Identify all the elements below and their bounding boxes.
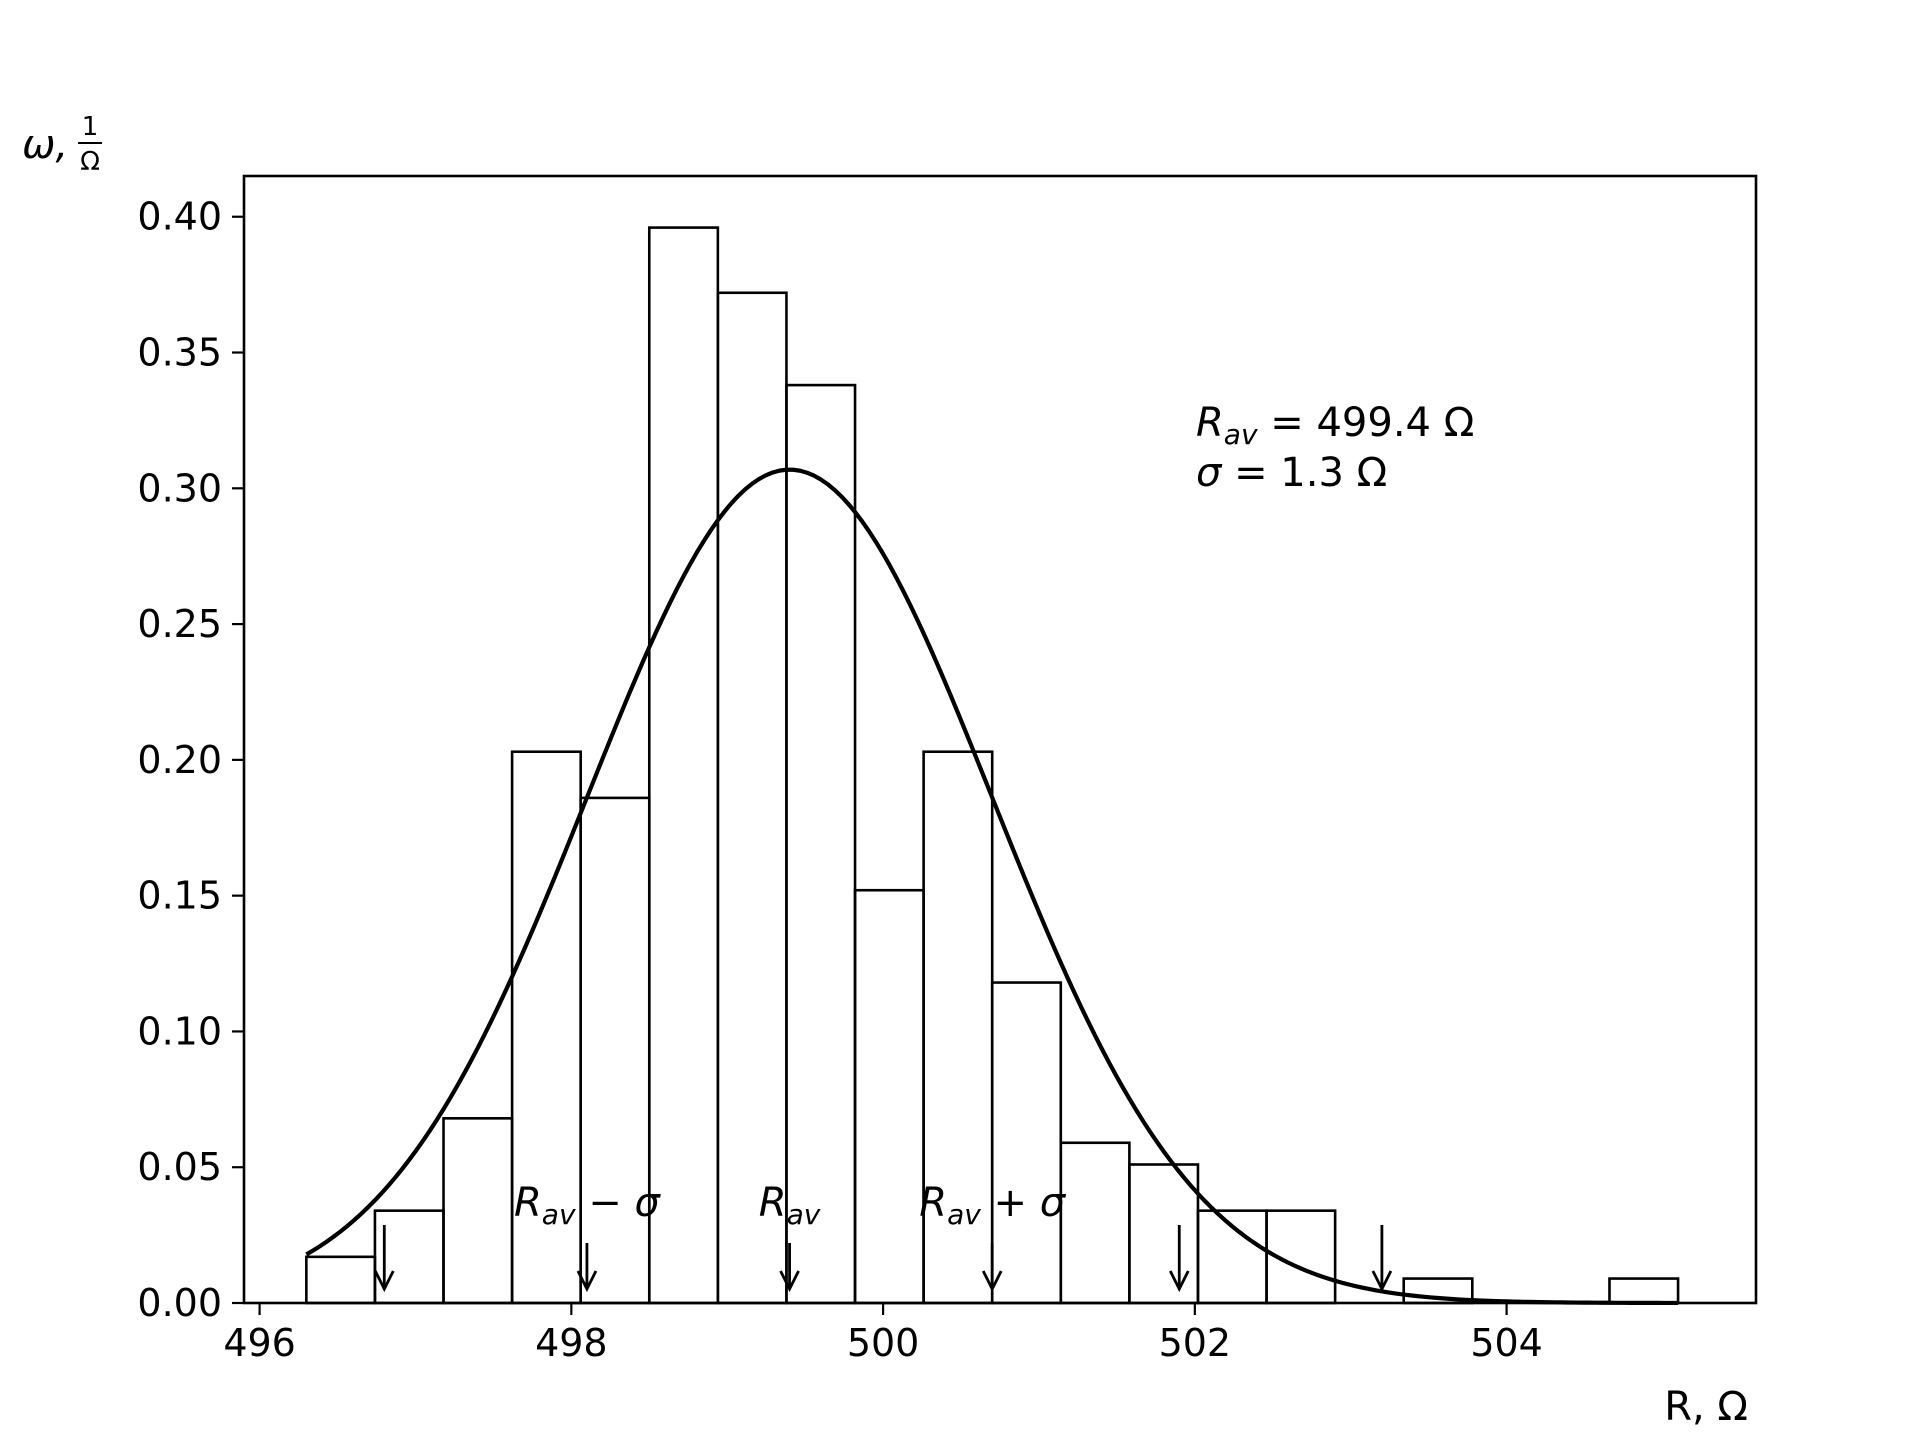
sigma-annotation: σ = 1.3 Ω	[1196, 450, 1387, 496]
marker-arrow-head	[981, 1270, 1003, 1293]
histogram-bar	[1059, 1141, 1131, 1305]
marker-label-symbol: R	[514, 1180, 542, 1226]
histogram-bar	[1128, 1163, 1200, 1305]
x-tick-label: 496	[223, 1321, 296, 1365]
sigma-markers: Rav − σ Rav Rav + σ	[374, 1180, 1393, 1293]
marker-label-subscript: av	[542, 1198, 576, 1231]
marker-arrow-head	[779, 1270, 800, 1293]
y-axis-label: ω, 1 Ω	[22, 112, 102, 177]
marker-label: Rav	[759, 1180, 821, 1231]
histogram-bar	[1608, 1277, 1680, 1305]
y-tick-label: 0.00	[137, 1281, 222, 1325]
mean-annotation-symbol: R	[1196, 400, 1224, 446]
histogram-bar	[442, 1117, 514, 1305]
normal-fit-curve	[305, 467, 1679, 1306]
x-tick-label: 500	[847, 1321, 920, 1365]
stats-annotation: Rav = 499.4 Ω σ = 1.3 Ω	[1196, 400, 1474, 496]
marker-label-symbol: R	[759, 1180, 787, 1226]
sigma-annotation-symbol: σ	[1196, 450, 1223, 496]
y-tick-label: 0.15	[137, 874, 222, 918]
histogram-bar	[647, 226, 720, 1305]
histogram-bar	[579, 796, 651, 1305]
marker-label-tail: + σ	[981, 1180, 1067, 1226]
y-axis-label-numerator: 1	[82, 112, 99, 142]
plot-frame	[242, 174, 1758, 1305]
y-tick-label: 0.40	[137, 195, 222, 239]
marker-arrow-head	[1169, 1270, 1190, 1293]
y-tick-label: 0.35	[137, 331, 222, 375]
y-axis-label-main: ω,	[22, 122, 68, 168]
mean-annotation: Rav = 499.4 Ω	[1196, 400, 1474, 451]
marker-label: Rav + σ	[919, 1180, 1066, 1231]
histogram-bar	[1265, 1209, 1337, 1305]
marker-arrow-head	[374, 1270, 395, 1293]
normal-fit-line	[305, 467, 1679, 1306]
histogram-bar	[305, 1255, 377, 1305]
histogram-bar	[1402, 1277, 1474, 1305]
histogram-bar	[853, 888, 925, 1305]
marker-label-symbol: R	[919, 1180, 947, 1226]
axes: 496 498 500 502 504 0.00 0.05 0.10 0.15 0.20 0.25 0…	[137, 174, 1758, 1365]
y-tick-label: 0.05	[137, 1145, 222, 1189]
mean-annotation-value: = 499.4 Ω	[1258, 400, 1475, 446]
y-tick-label: 0.25	[137, 602, 222, 646]
x-tick-label: 502	[1159, 1321, 1232, 1365]
histogram-bar	[785, 383, 857, 1305]
y-tick-label: 0.30	[137, 466, 222, 510]
y-axis-label-denominator: Ω	[80, 147, 100, 177]
histogram-bar	[716, 291, 788, 1305]
marker-label-subscript: av	[947, 1198, 981, 1231]
marker-label-subscript: av	[787, 1198, 821, 1231]
y-tick-label: 0.20	[137, 738, 222, 782]
marker-arrow-head	[576, 1270, 598, 1293]
marker-label: Rav − σ	[514, 1180, 661, 1231]
y-tick-label: 0.10	[137, 1009, 222, 1053]
marker-label-tail: − σ	[576, 1180, 662, 1226]
x-tick-label: 498	[535, 1321, 608, 1365]
sigma-annotation-value: = 1.3 Ω	[1221, 450, 1387, 496]
mean-annotation-subscript: av	[1224, 418, 1258, 451]
x-tick-label: 504	[1470, 1321, 1543, 1365]
marker-arrow-head	[1371, 1270, 1393, 1293]
histogram	[305, 226, 1680, 1305]
histogram-bar	[990, 981, 1063, 1305]
x-axis-label: R, Ω	[1664, 1384, 1748, 1430]
